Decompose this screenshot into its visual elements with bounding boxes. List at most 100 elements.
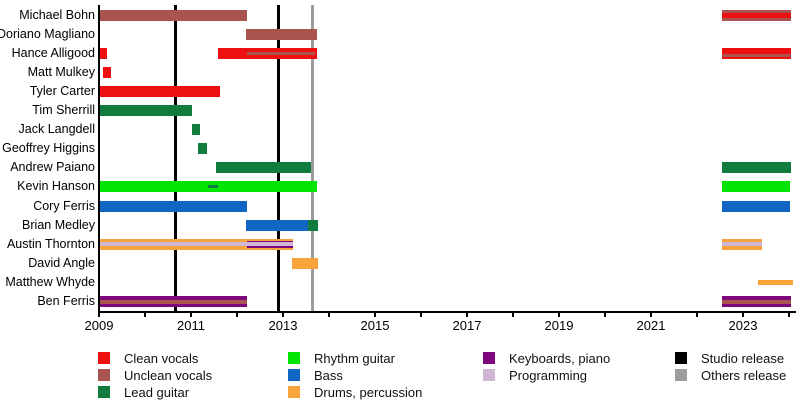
role-stripe <box>247 240 294 243</box>
member-label: Jack Langdell <box>18 122 95 137</box>
timeline-bar <box>99 295 248 307</box>
timeline-bar <box>721 162 791 174</box>
y-axis-line <box>98 5 100 313</box>
member-label: Tyler Carter <box>29 84 95 99</box>
axis-year-label: 2019 <box>544 317 574 333</box>
member-label: David Angle <box>28 255 95 270</box>
timeline-bar <box>721 10 791 21</box>
member-label: Geoffrey Higgins <box>2 141 95 156</box>
legend-label: Bass <box>314 368 343 383</box>
legend-label: Drums, percussion <box>314 385 423 400</box>
legend-label: Unclean vocals <box>124 368 213 383</box>
role-stripe <box>721 53 791 57</box>
member-label: Kevin Hanson <box>17 179 95 194</box>
legend-swatch-unclean_vocals <box>98 369 110 381</box>
others-release-line <box>311 5 315 311</box>
legend-label: Studio release <box>701 351 785 366</box>
timeline-bar <box>99 48 107 60</box>
member-label: Michael Bohn <box>19 8 95 22</box>
timeline-bar <box>99 238 294 250</box>
member-label: Doriano Magliano <box>0 27 95 42</box>
legend-swatch-keyboards <box>483 352 495 364</box>
axis-tick <box>788 312 790 317</box>
timeline-bar <box>215 162 312 174</box>
axis-tick <box>558 312 560 317</box>
axis-tick <box>374 312 376 317</box>
timeline-bar <box>721 295 791 307</box>
timeline-bar <box>246 219 308 231</box>
legend-label: Others release <box>701 368 787 383</box>
axis-tick <box>98 312 100 317</box>
member-label: Ben Ferris <box>37 293 95 308</box>
axis-tick <box>650 312 652 317</box>
timeline-bar <box>103 67 111 79</box>
axis-year-label: 2011 <box>177 317 205 333</box>
legend-label: Programming <box>509 368 588 383</box>
timeline-bar <box>99 200 248 212</box>
timeline-bar <box>191 124 201 136</box>
legend-label: Keyboards, piano <box>509 351 611 366</box>
axis-tick <box>466 312 468 317</box>
legend-swatch-programming <box>483 369 495 381</box>
x-axis-line <box>98 310 796 313</box>
axis-tick <box>742 312 744 317</box>
timeline-bar <box>758 279 794 285</box>
axis-tick <box>236 312 238 317</box>
member-label: Hance Alligood <box>11 46 95 61</box>
legend-swatch-others <box>675 369 687 381</box>
member-label: Matthew Whyde <box>5 274 95 289</box>
legend-swatch-bass <box>288 369 300 381</box>
timeline-bar <box>246 29 318 41</box>
legend-label: Rhythm guitar <box>314 351 395 366</box>
axis-tick <box>190 312 192 317</box>
legend-label: Lead guitar <box>124 385 190 400</box>
member-label: Andrew Paiano <box>10 160 95 175</box>
axis-tick <box>282 312 284 317</box>
timeline-bar <box>292 257 318 269</box>
role-stripe <box>721 300 791 304</box>
axis-year-label: 2013 <box>268 317 298 333</box>
axis-tick <box>328 312 330 317</box>
member-label: Brian Medley <box>22 217 95 232</box>
timeline-bar <box>721 238 762 250</box>
timeline-bar <box>307 219 318 231</box>
axis-year-label: 2021 <box>636 317 666 333</box>
timeline-bar <box>99 86 220 98</box>
legend-swatch-drums <box>288 386 300 398</box>
member-label: Tim Sherrill <box>32 103 95 118</box>
timeline-bar <box>218 48 318 60</box>
timeline-bar <box>197 143 208 155</box>
role-stripe <box>208 185 219 189</box>
axis-year-label: 2017 <box>452 317 482 333</box>
role-stripe <box>99 242 294 246</box>
timeline-bar <box>721 181 790 193</box>
axis-year-label: 2023 <box>728 317 758 333</box>
axis-year-label: 2015 <box>360 317 390 333</box>
axis-tick <box>512 312 514 317</box>
axis-tick <box>604 312 606 317</box>
studio-release-line <box>174 5 178 311</box>
legend-swatch-lead_guitar <box>98 386 110 398</box>
member-label: Cory Ferris <box>33 198 95 213</box>
timeline-bar <box>99 181 318 193</box>
role-stripe <box>99 300 248 304</box>
legend-swatch-clean_vocals <box>98 352 110 364</box>
axis-year-label: 2009 <box>84 317 114 333</box>
legend-label: Clean vocals <box>124 351 199 366</box>
timeline-bar <box>99 105 192 117</box>
axis-tick <box>696 312 698 317</box>
axis-tick <box>144 312 146 317</box>
axis-tick <box>420 312 422 317</box>
timeline-bar <box>99 10 248 21</box>
legend-swatch-rhythm_guitar <box>288 352 300 364</box>
studio-release-line <box>277 5 281 311</box>
timeline-bar <box>721 200 790 212</box>
role-stripe <box>721 12 791 19</box>
role-stripe <box>247 245 294 248</box>
timeline-bar <box>721 48 791 60</box>
member-label: Matt Mulkey <box>27 65 95 80</box>
role-stripe <box>247 52 316 56</box>
